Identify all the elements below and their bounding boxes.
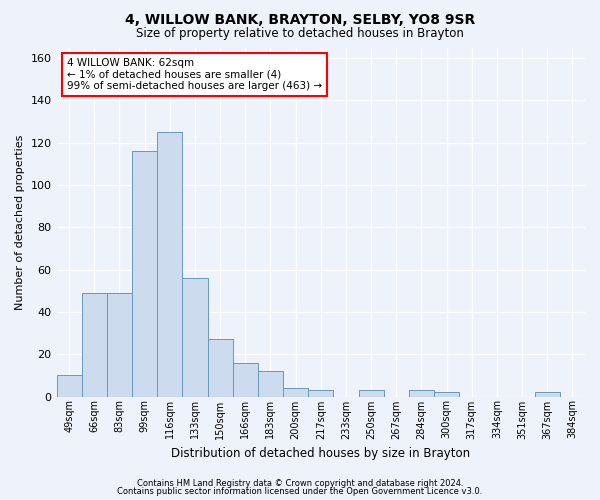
Bar xyxy=(258,371,283,396)
X-axis label: Distribution of detached houses by size in Brayton: Distribution of detached houses by size … xyxy=(171,447,470,460)
Bar xyxy=(434,392,459,396)
Bar xyxy=(359,390,383,396)
Text: Contains public sector information licensed under the Open Government Licence v3: Contains public sector information licen… xyxy=(118,487,482,496)
Bar xyxy=(157,132,182,396)
Bar xyxy=(107,293,132,397)
Bar xyxy=(132,151,157,396)
Bar xyxy=(208,340,233,396)
Bar xyxy=(409,390,434,396)
Text: 4, WILLOW BANK, BRAYTON, SELBY, YO8 9SR: 4, WILLOW BANK, BRAYTON, SELBY, YO8 9SR xyxy=(125,12,475,26)
Bar xyxy=(56,376,82,396)
Bar xyxy=(233,362,258,396)
Text: Size of property relative to detached houses in Brayton: Size of property relative to detached ho… xyxy=(136,28,464,40)
Text: 4 WILLOW BANK: 62sqm
← 1% of detached houses are smaller (4)
99% of semi-detache: 4 WILLOW BANK: 62sqm ← 1% of detached ho… xyxy=(67,58,322,91)
Y-axis label: Number of detached properties: Number of detached properties xyxy=(15,134,25,310)
Bar xyxy=(283,388,308,396)
Bar xyxy=(535,392,560,396)
Text: Contains HM Land Registry data © Crown copyright and database right 2024.: Contains HM Land Registry data © Crown c… xyxy=(137,478,463,488)
Bar xyxy=(182,278,208,396)
Bar xyxy=(308,390,334,396)
Bar xyxy=(82,293,107,397)
